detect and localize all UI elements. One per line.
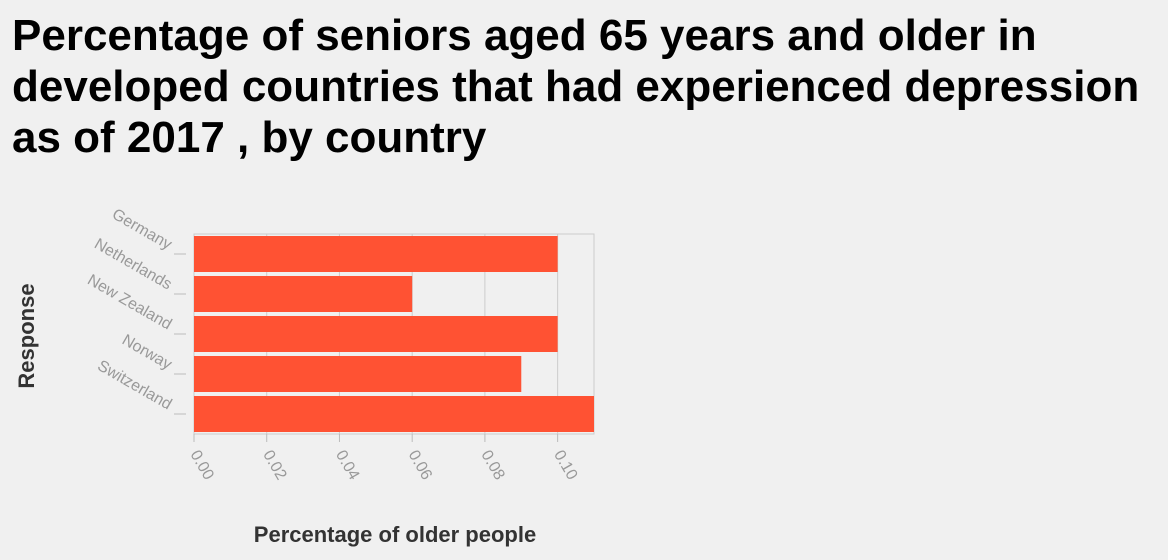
x-tick-label: 0.04	[332, 448, 362, 484]
bar-netherlands	[194, 276, 413, 312]
bar-norway	[194, 356, 522, 392]
bars	[194, 236, 594, 432]
bar-germany	[194, 236, 558, 272]
y-axis-title: Response	[14, 283, 39, 388]
bar-switzerland	[194, 396, 594, 432]
x-axis-ticks: 0.00 0.02 0.04 0.06 0.08 0.10	[187, 434, 581, 483]
chart-title: Percentage of seniors aged 65 years and …	[12, 11, 1140, 162]
x-tick-label: 0.10	[550, 448, 580, 484]
bar-new-zealand	[194, 316, 558, 352]
y-tick-label: Norway	[119, 332, 174, 374]
x-axis-title: Percentage of older people	[254, 522, 536, 547]
x-tick-label: 0.06	[405, 448, 435, 484]
x-tick-label: 0.00	[187, 448, 217, 484]
x-tick-label: 0.08	[477, 448, 507, 484]
x-tick-label: 0.02	[259, 448, 289, 484]
